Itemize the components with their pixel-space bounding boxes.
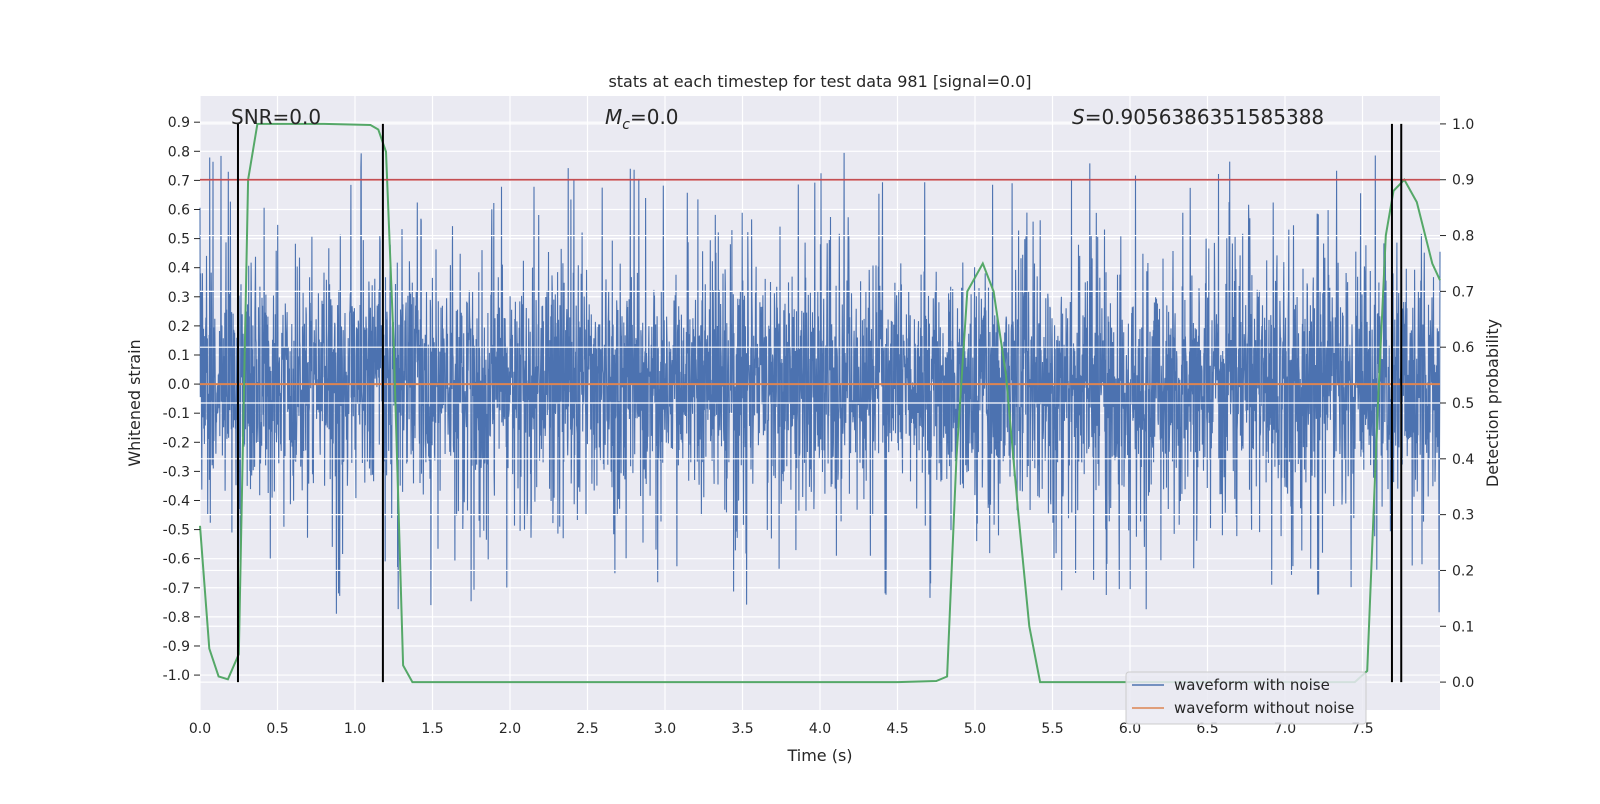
x-tick-label: 6.0 [1119,721,1141,737]
left-tick-label: 0.5 [168,232,190,248]
left-axis-label: Whitened strain [125,339,144,466]
x-tick-label: 0.5 [266,721,288,737]
x-axis-ticks: 0.0 0.5 1.0 1.5 2.0 2.5 3.0 3.5 4.0 4.5 5.0 5.5 6.0 6… [189,721,1374,737]
x-tick-label: 7.0 [1274,721,1296,737]
left-tick-label: -0.4 [163,493,190,509]
x-tick-label: 3.5 [731,721,753,737]
left-tick-label: -0.1 [163,406,190,422]
right-tick-label: 0.8 [1452,229,1474,245]
x-tick-label: 4.5 [886,721,908,737]
right-tick-label: 0.2 [1452,563,1474,579]
right-axis-ticks: 1.0 0.9 0.8 0.7 0.6 0.5 0.4 0.3 0.2 0.1 0.0 [1440,117,1474,691]
right-tick-label: 0.6 [1452,340,1474,356]
mc-annotation: Mc=0.0 [605,105,679,133]
x-tick-label: 4.0 [809,721,831,737]
left-axis-ticks: 0.9 0.8 0.7 0.6 0.5 0.4 0.3 0.2 0.1 0.0 -0.1 -0.2 -0… [163,115,200,684]
x-tick-label: 5.5 [1041,721,1063,737]
legend-label-clean: waveform without noise [1174,699,1354,717]
right-tick-label: 0.0 [1452,675,1474,691]
x-tick-label: 2.5 [576,721,598,737]
s-value: =0.9056386351585388 [1085,105,1324,129]
right-axis-label: Detection probability [1483,319,1502,487]
left-tick-label: 0.2 [168,319,190,335]
left-tick-label: 0.4 [168,261,190,277]
x-tick-label: 1.0 [344,721,366,737]
mc-value: =0.0 [630,105,679,129]
x-axis-label: Time (s) [786,746,852,765]
x-tick-label: 0.0 [189,721,211,737]
left-tick-label: -0.7 [163,581,190,597]
probability-series [199,122,1441,684]
left-tick-label: -0.3 [163,464,190,480]
left-tick-label: 0.9 [168,115,190,131]
chart-title: stats at each timestep for test data 981… [608,72,1031,91]
mc-symbol: M [605,105,622,129]
left-tick-label: -0.8 [163,610,190,626]
right-tick-label: 0.3 [1452,508,1474,524]
x-tick-label: 2.0 [499,721,521,737]
legend-label-noise: waveform with noise [1174,676,1330,694]
legend-box [1125,671,1367,725]
probability-line [199,122,1441,684]
right-tick-label: 0.5 [1452,396,1474,412]
left-tick-label: -0.9 [163,639,190,655]
legend: waveform with noise waveform without noi… [1125,671,1367,725]
vertical-markers [236,123,1403,683]
noise-series [199,152,1441,614]
x-tick-label: 7.5 [1351,721,1373,737]
mc-subscript: c [622,117,630,133]
right-tick-label: 0.9 [1452,173,1474,189]
left-tick-label: -0.2 [163,435,190,451]
left-tick-label: -0.6 [163,552,190,568]
right-tick-label: 0.7 [1452,284,1474,300]
right-tick-label: 0.1 [1452,619,1474,635]
right-tick-label: 0.4 [1452,452,1474,468]
x-tick-label: 5.0 [964,721,986,737]
left-tick-label: 0.6 [168,202,190,218]
s-symbol: S [1072,105,1085,129]
x-tick-label: 1.5 [421,721,443,737]
right-tick-label: 1.0 [1452,117,1474,133]
x-tick-label: 6.5 [1196,721,1218,737]
left-tick-label: 0.7 [168,173,190,189]
left-tick-label: 0.3 [168,290,190,306]
left-tick-label: 0.1 [168,348,190,364]
left-tick-label: -0.5 [163,523,190,539]
left-tick-label: 0.0 [168,377,190,393]
x-tick-label: 3.0 [654,721,676,737]
snr-annotation: SNR=0.0 [231,105,321,129]
s-annotation: S=0.9056386351585388 [1072,105,1324,129]
left-tick-label: -1.0 [163,668,190,684]
noise-line [199,152,1441,614]
left-tick-label: 0.8 [168,144,190,160]
